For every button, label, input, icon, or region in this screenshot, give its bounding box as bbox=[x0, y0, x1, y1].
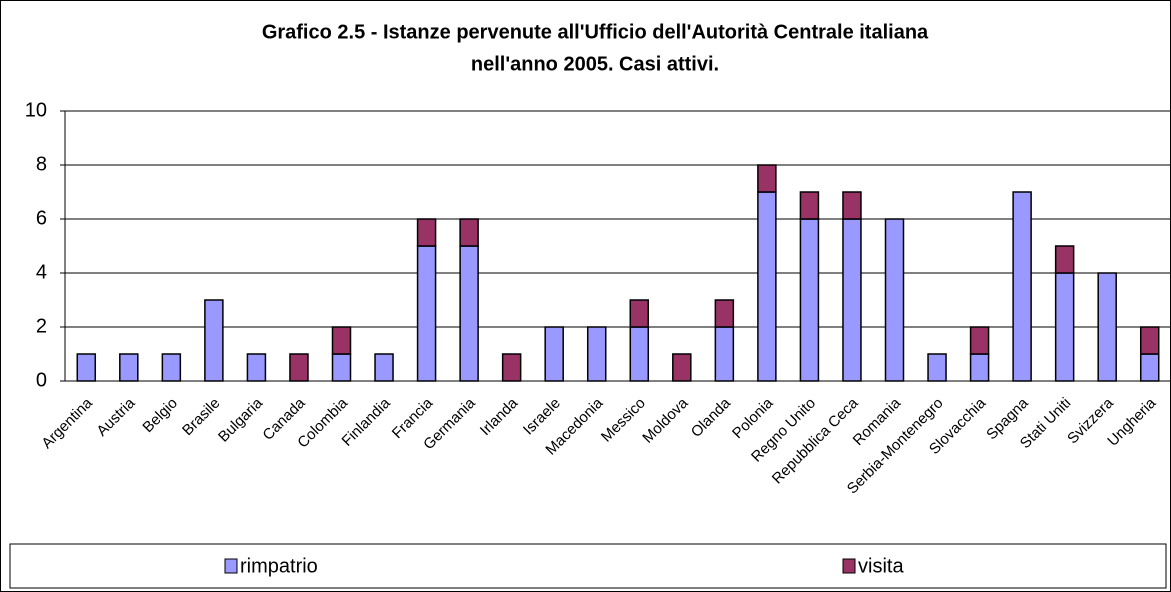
y-tick-label: 10 bbox=[25, 99, 47, 121]
bar-segment bbox=[501, 353, 522, 382]
bar-segment bbox=[331, 353, 352, 382]
legend-swatch bbox=[842, 558, 856, 574]
bar-segment bbox=[1139, 326, 1160, 355]
bar-segment bbox=[289, 353, 309, 382]
bar-segment bbox=[586, 326, 607, 382]
bar-segment bbox=[969, 353, 990, 382]
bar-segment bbox=[629, 299, 650, 328]
bar-segment bbox=[714, 326, 735, 382]
bar-segment bbox=[927, 353, 947, 382]
bar-segment bbox=[119, 353, 139, 382]
bar-segment bbox=[374, 353, 394, 382]
legend-swatch bbox=[224, 558, 238, 574]
y-tick-label: 2 bbox=[36, 315, 47, 337]
bar-segment bbox=[1054, 272, 1075, 382]
bar-segment bbox=[1012, 191, 1032, 382]
bar-segment bbox=[1054, 245, 1075, 274]
bar-segment bbox=[672, 353, 692, 382]
bar-segment bbox=[629, 326, 650, 382]
bar-segment bbox=[416, 218, 437, 247]
bar-segment bbox=[76, 353, 97, 382]
bar-segment bbox=[1097, 272, 1117, 382]
bar-segment bbox=[799, 191, 820, 220]
bar-segment bbox=[757, 164, 777, 193]
legend-label: visita bbox=[858, 555, 904, 577]
bar-segment bbox=[544, 326, 564, 382]
bar-segment bbox=[799, 218, 820, 382]
bar-segment bbox=[1139, 353, 1160, 382]
bar-segment bbox=[842, 218, 862, 382]
bar-segment bbox=[714, 299, 735, 328]
bar-segment bbox=[842, 191, 862, 220]
legend-box bbox=[9, 543, 1167, 589]
bar-segment bbox=[416, 245, 437, 382]
chart-title: Grafico 2.5 - Istanze pervenute all'Uffi… bbox=[262, 21, 929, 43]
bar-segment bbox=[969, 326, 990, 355]
bar-segment bbox=[757, 191, 777, 382]
y-tick-label: 4 bbox=[36, 261, 47, 283]
y-tick-label: 8 bbox=[36, 153, 47, 175]
legend-label: rimpatrio bbox=[240, 555, 318, 577]
bar-segment bbox=[161, 353, 182, 382]
bar-segment bbox=[331, 326, 352, 355]
y-tick-label: 0 bbox=[36, 369, 47, 391]
bar-segment bbox=[246, 353, 267, 382]
y-tick-label: 6 bbox=[36, 207, 47, 229]
bar-segment bbox=[459, 245, 479, 382]
bar-segment bbox=[204, 299, 224, 382]
bar-segment bbox=[459, 218, 479, 247]
bar-segment bbox=[884, 218, 905, 382]
chart-title: nell'anno 2005. Casi attivi. bbox=[471, 53, 719, 75]
